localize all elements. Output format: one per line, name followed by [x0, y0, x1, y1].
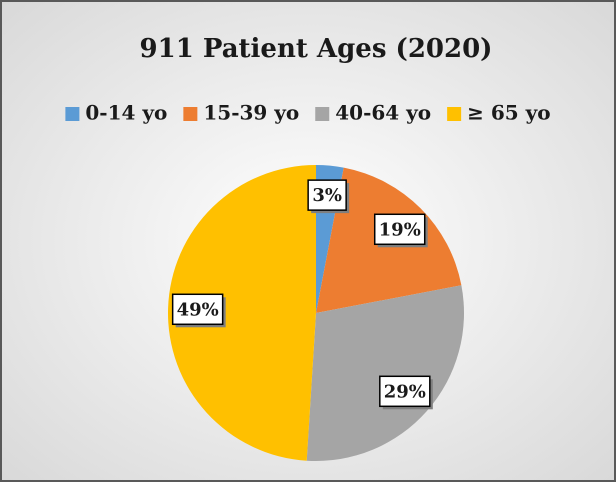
label-box	[171, 293, 224, 326]
label-box	[379, 375, 431, 408]
label-box	[307, 179, 347, 211]
label-box	[373, 213, 426, 246]
legend-swatch	[447, 107, 462, 121]
pie-slice	[168, 165, 316, 461]
pie-slice	[306, 285, 464, 461]
chart-title: 911 Patient Ages (2020)	[140, 34, 493, 64]
legend-label: 40-64 yo	[335, 101, 431, 125]
legend-label: 15-39 yo	[203, 101, 299, 125]
legend-label: ≥ 65 yo	[467, 101, 550, 125]
data-label: 3%	[312, 185, 342, 206]
data-label: 49%	[177, 299, 219, 320]
legend-swatch	[65, 107, 80, 121]
legend-swatch	[315, 107, 330, 121]
data-label: 19%	[379, 219, 421, 240]
legend-label: 0-14 yo	[85, 101, 167, 125]
data-label: 29%	[384, 381, 426, 402]
legend-swatch	[183, 107, 198, 121]
